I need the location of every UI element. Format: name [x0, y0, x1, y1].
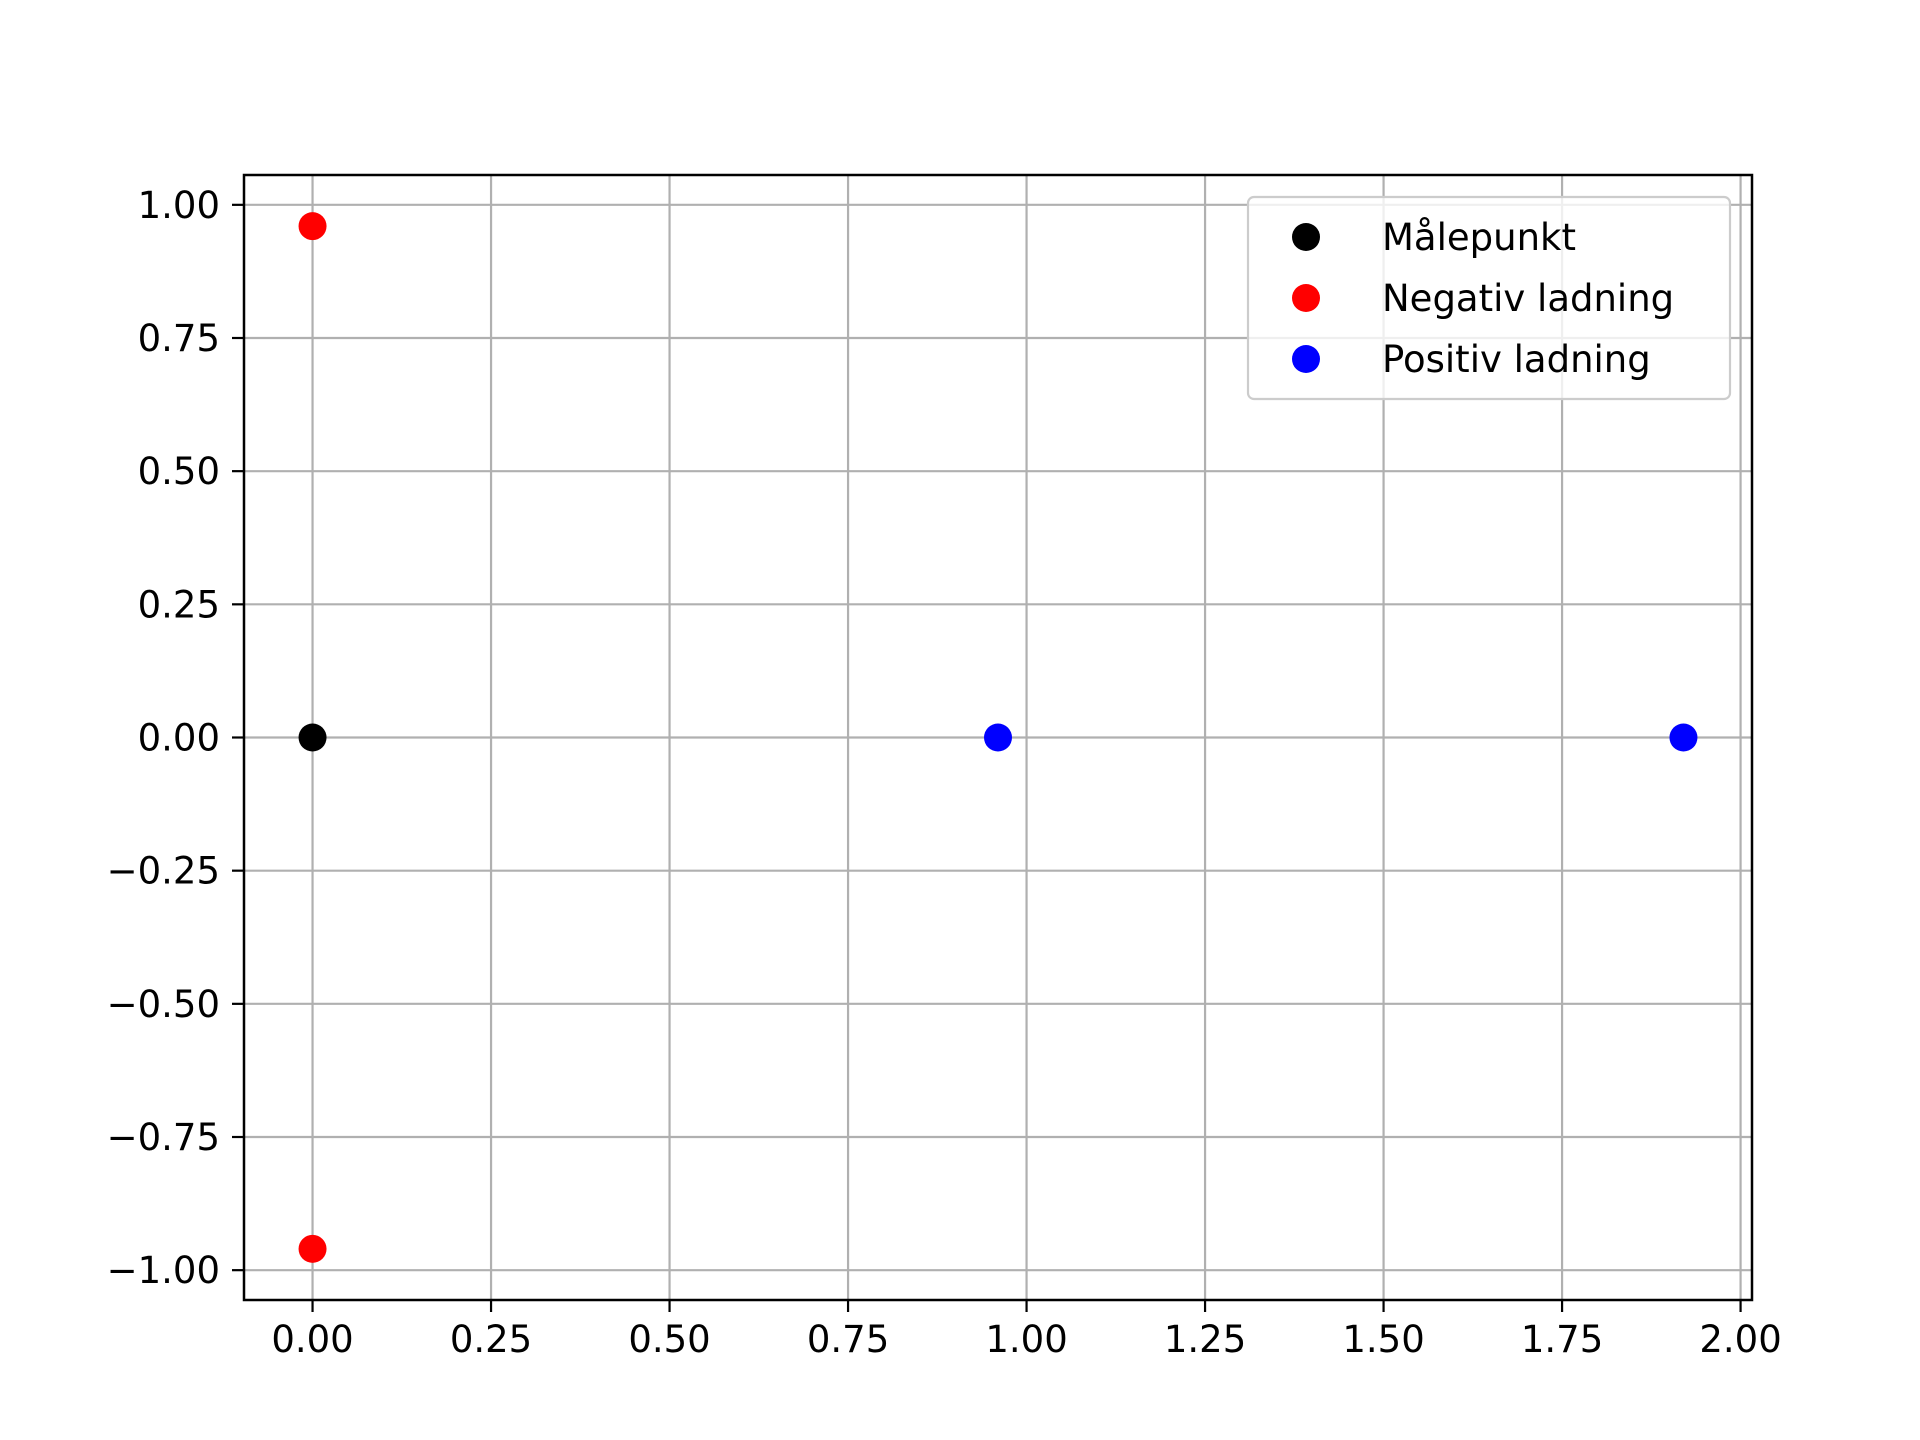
x-tick-label: 0.00: [271, 1318, 353, 1361]
legend-marker: [1292, 345, 1320, 373]
data-point-2: [1669, 723, 1698, 752]
data-point-1: [298, 1234, 327, 1263]
legend-marker: [1292, 223, 1320, 251]
legend-label: Målepunkt: [1382, 216, 1576, 259]
y-tick-label: 1.00: [138, 184, 220, 227]
data-point-2: [984, 723, 1012, 752]
axis-ticks: 0.00 0.25 0.50 0.75 1.00 1.25 1.50 1.75 2.00 1.00…: [107, 184, 1782, 1361]
data-point-1: [298, 212, 327, 241]
legend-marker: [1292, 284, 1320, 312]
y-tick-label: −1.00: [107, 1249, 220, 1292]
x-tick-label: 2.00: [1699, 1318, 1781, 1361]
x-tick-label: 0.50: [628, 1318, 710, 1361]
legend: Målepunkt Negativ ladning Positiv ladning: [1246, 195, 1732, 401]
y-tick-label: −0.50: [107, 983, 220, 1026]
y-tick-label: 0.00: [138, 717, 220, 760]
legend-label: Positiv ladning: [1382, 338, 1651, 381]
y-tick-label: 0.50: [138, 450, 220, 493]
legend-box: [1246, 195, 1732, 401]
legend-label: Negativ ladning: [1382, 277, 1674, 320]
x-tick-label: 0.75: [807, 1318, 889, 1361]
x-tick-label: 1.50: [1342, 1318, 1424, 1361]
y-tick-label: 0.25: [138, 583, 220, 626]
data-point-0: [298, 723, 327, 752]
x-tick-label: 0.25: [450, 1318, 532, 1361]
y-tick-label: −0.75: [107, 1116, 220, 1159]
x-tick-label: 1.25: [1164, 1318, 1246, 1361]
y-tick-label: −0.25: [107, 850, 220, 893]
data-points: [298, 212, 1698, 1263]
y-tick-label: 0.75: [138, 317, 220, 360]
x-tick-label: 1.00: [985, 1318, 1067, 1361]
x-tick-label: 1.75: [1521, 1318, 1603, 1361]
